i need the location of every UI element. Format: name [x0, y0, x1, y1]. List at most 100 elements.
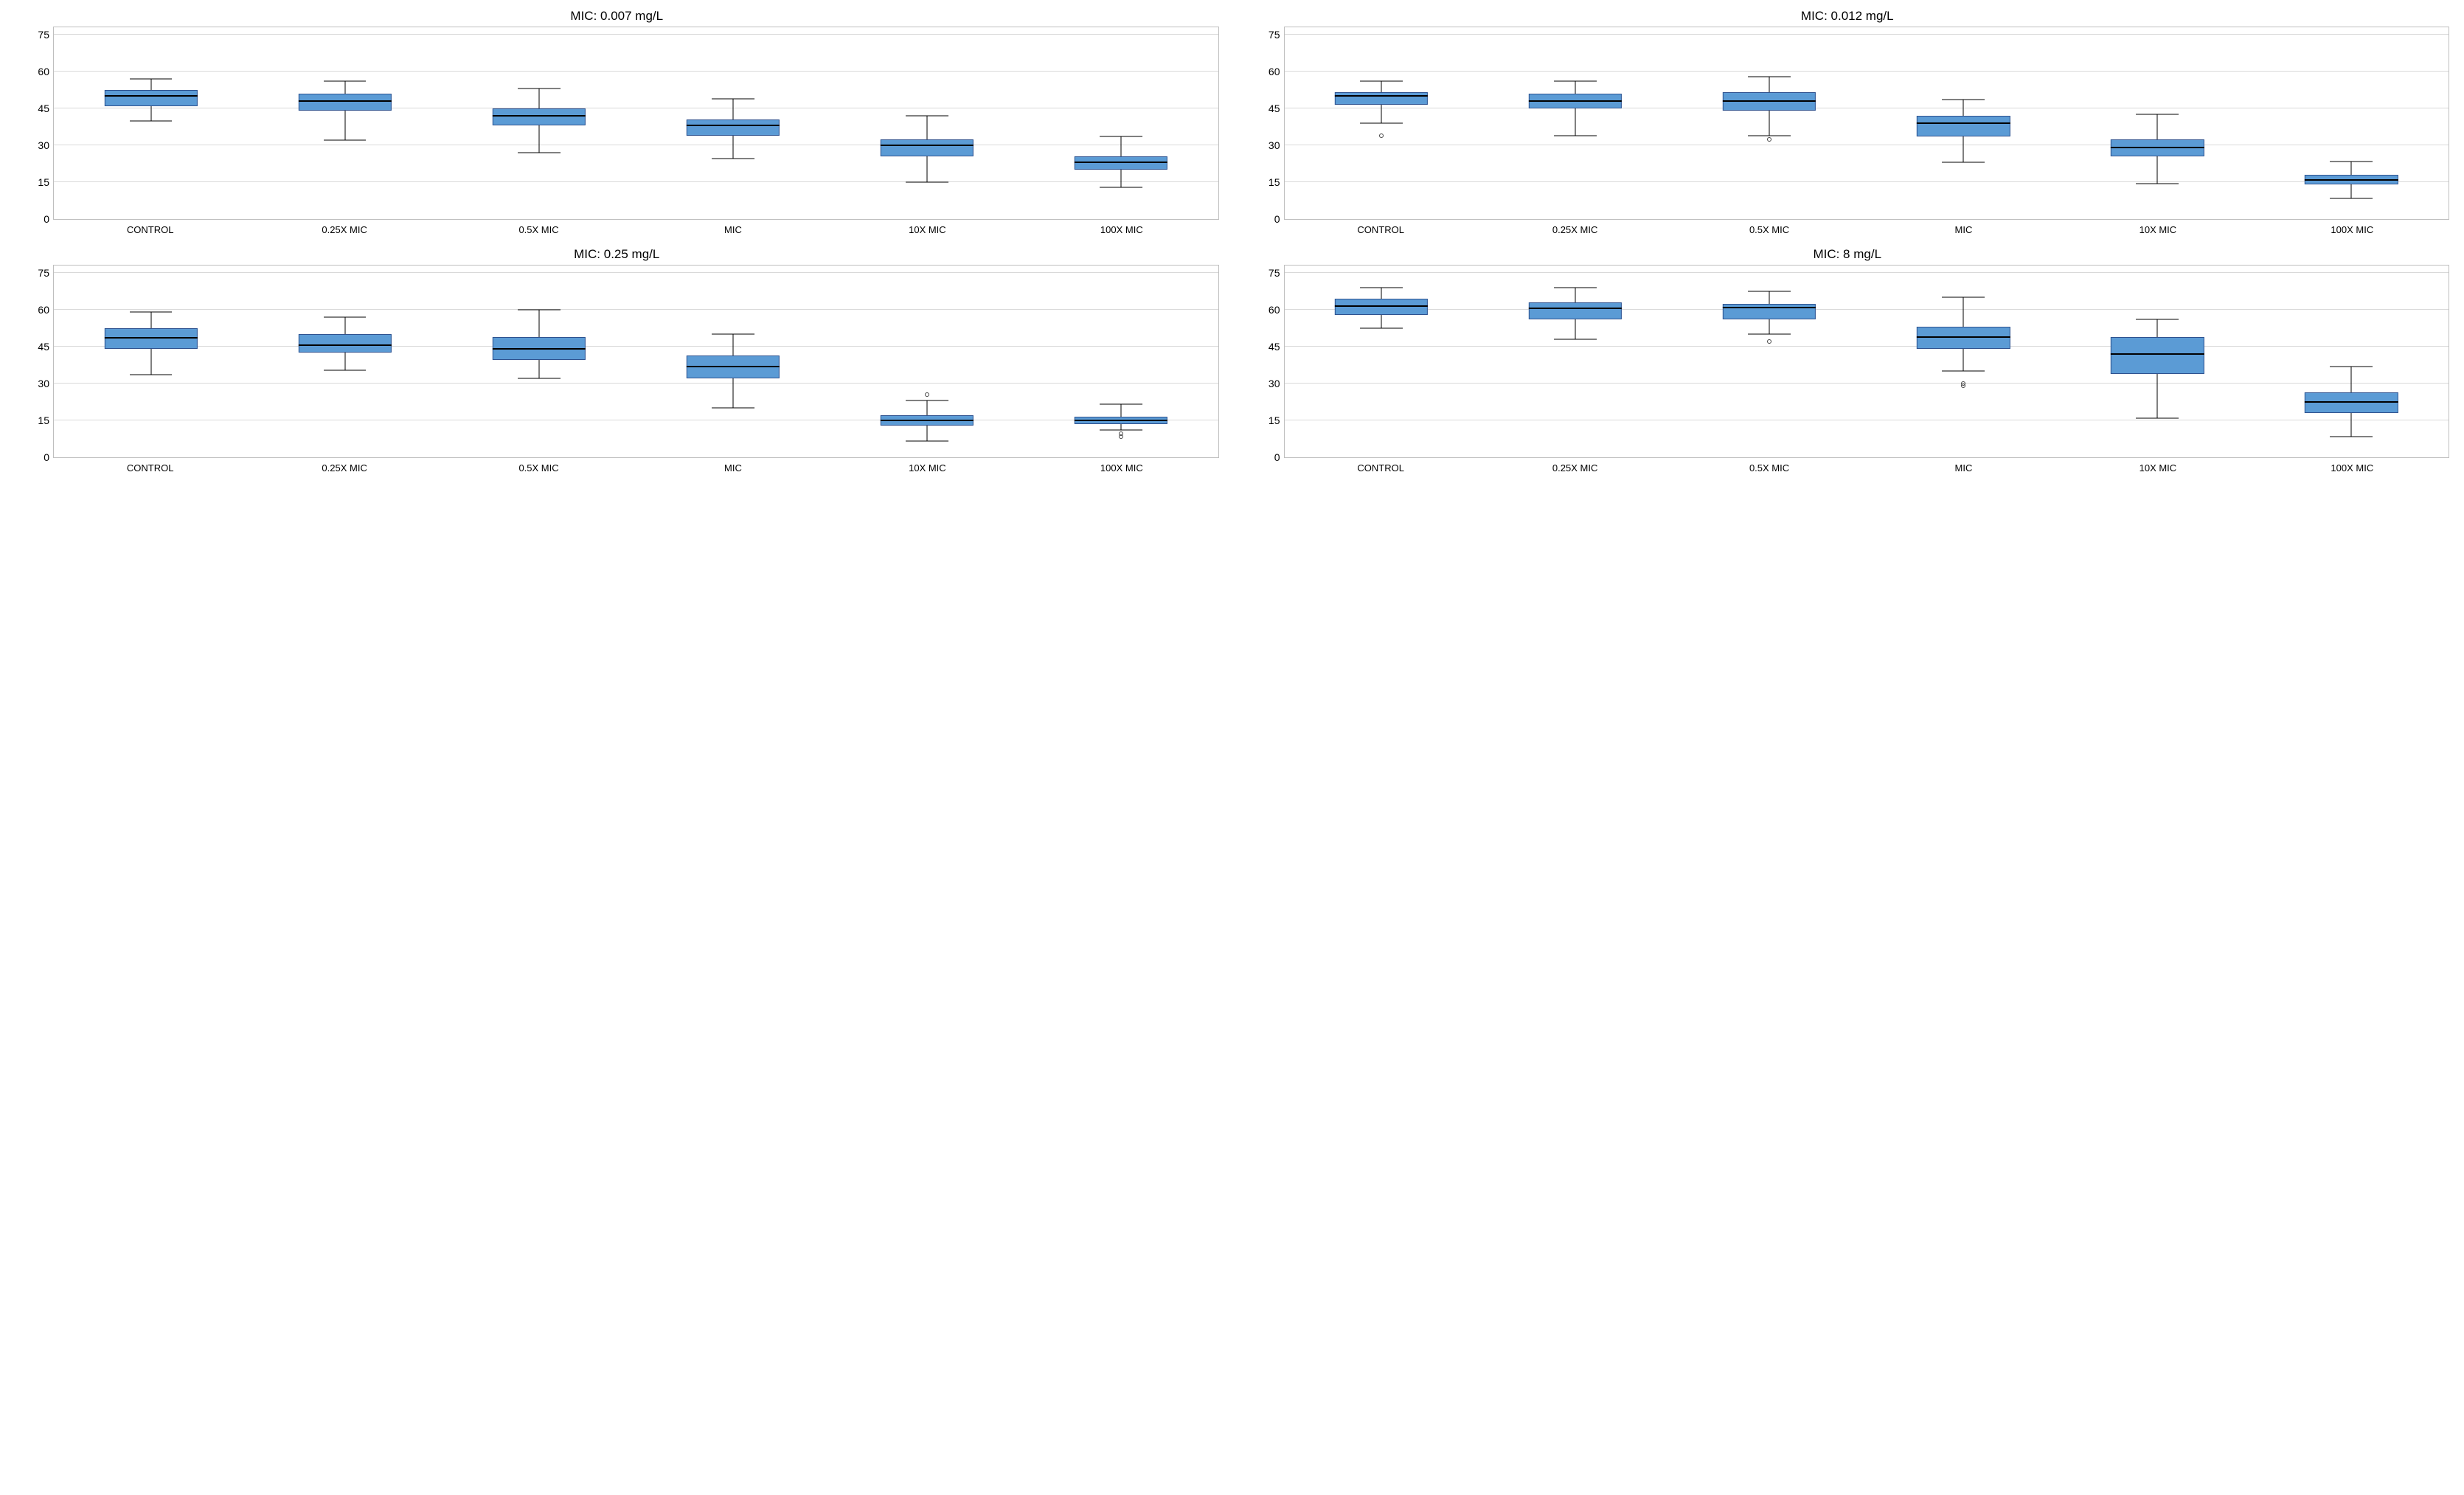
x-label: MIC — [1867, 462, 2061, 474]
whisker-cap-low — [2136, 417, 2179, 418]
x-label: 0.5X MIC — [442, 224, 636, 235]
boxes-layer — [1285, 266, 2449, 457]
whisker-cap-high — [1942, 297, 1985, 298]
median-line — [2305, 401, 2398, 403]
whisker-cap-high — [518, 310, 561, 311]
box-1 — [1479, 266, 1673, 457]
x-label: CONTROL — [53, 462, 247, 474]
ytick-label: 75 — [1269, 29, 1285, 41]
median-line — [1917, 336, 2010, 338]
ytick-label: 30 — [38, 378, 54, 389]
whisker-cap-high — [130, 79, 173, 80]
box-1 — [248, 27, 442, 219]
outlier — [1767, 339, 1771, 344]
ytick-label: 0 — [44, 213, 54, 225]
ytick-label: 60 — [1269, 66, 1285, 77]
whisker-cap-low — [1748, 334, 1791, 335]
box-2 — [1673, 266, 1867, 457]
whisker-cap-low — [2136, 183, 2179, 184]
ytick-label: 60 — [38, 304, 54, 316]
panel-title: MIC: 0.007 mg/L — [10, 9, 1224, 24]
median-line — [104, 337, 197, 339]
whisker-cap-high — [1100, 404, 1142, 405]
plot-area: 01530456075 — [1284, 27, 2450, 220]
ytick-label: 30 — [1269, 139, 1285, 151]
whisker-cap-low — [1748, 135, 1791, 136]
whisker-cap-low — [906, 441, 948, 442]
x-label: 0.25X MIC — [247, 462, 441, 474]
outlier — [925, 392, 929, 397]
whisker-cap-high — [1748, 291, 1791, 292]
whisker-cap-low — [130, 120, 173, 121]
ytick-label: 0 — [44, 451, 54, 463]
outlier — [1961, 381, 1965, 386]
whisker-cap-low — [1942, 162, 1985, 163]
x-label: CONTROL — [1284, 462, 1478, 474]
box-0 — [54, 27, 248, 219]
whisker-cap-high — [906, 116, 948, 117]
median-line — [104, 95, 197, 97]
ytick-label: 75 — [1269, 267, 1285, 279]
median-line — [687, 125, 780, 126]
ytick-label: 15 — [38, 414, 54, 426]
whisker-cap-low — [518, 378, 561, 379]
x-label: 0.5X MIC — [1672, 462, 1866, 474]
box-5 — [1024, 27, 1218, 219]
x-axis: CONTROL0.25X MIC0.5X MICMIC10X MIC100X M… — [53, 462, 1219, 474]
panel-2: MIC: 0.25 mg/LRelative Nucleid Surface (… — [10, 246, 1224, 474]
whisker-cap-low — [324, 140, 367, 141]
box-5 — [2255, 27, 2449, 219]
x-label: 10X MIC — [2061, 224, 2255, 235]
whisker-line — [1575, 81, 1576, 135]
box-rect — [1335, 92, 1428, 105]
boxes-layer — [54, 266, 1218, 457]
x-label: MIC — [636, 462, 830, 474]
ytick-label: 30 — [1269, 378, 1285, 389]
plot-area: 01530456075 — [53, 27, 1219, 220]
x-label: 0.5X MIC — [1672, 224, 1866, 235]
median-line — [881, 420, 974, 421]
median-line — [881, 145, 974, 146]
median-line — [1917, 122, 2010, 124]
x-axis: CONTROL0.25X MIC0.5X MICMIC10X MIC100X M… — [1284, 462, 2450, 474]
median-line — [1075, 420, 1167, 421]
x-label: CONTROL — [53, 224, 247, 235]
box-rect — [881, 139, 974, 156]
ytick-label: 45 — [38, 341, 54, 353]
box-rect — [104, 90, 197, 106]
plot-area: 01530456075 — [53, 265, 1219, 458]
plot-wrap: 01530456075CONTROL0.25X MIC0.5X MICMIC10… — [53, 27, 1219, 235]
median-line — [1723, 307, 1816, 308]
ytick-label: 0 — [1274, 213, 1285, 225]
boxes-layer — [54, 27, 1218, 219]
ytick-label: 45 — [1269, 341, 1285, 353]
ytick-label: 75 — [38, 29, 54, 41]
whisker-line — [344, 81, 345, 140]
x-label: 10X MIC — [830, 462, 1024, 474]
x-label: 10X MIC — [830, 224, 1024, 235]
outlier — [1767, 137, 1771, 142]
whisker-cap-low — [1100, 430, 1142, 431]
x-label: 100X MIC — [2255, 224, 2449, 235]
median-line — [298, 100, 391, 102]
box-3 — [636, 27, 830, 219]
box-2 — [442, 27, 636, 219]
whisker-cap-low — [2331, 436, 2373, 437]
box-0 — [1285, 27, 1479, 219]
whisker-cap-high — [2331, 366, 2373, 367]
box-1 — [1479, 27, 1673, 219]
x-label: 0.25X MIC — [247, 224, 441, 235]
box-2 — [442, 266, 636, 457]
box-0 — [1285, 266, 1479, 457]
median-line — [493, 348, 586, 350]
box-2 — [1673, 27, 1867, 219]
box-3 — [1867, 266, 2061, 457]
ytick-label: 75 — [38, 267, 54, 279]
box-rect — [687, 119, 780, 136]
x-label: 100X MIC — [1024, 224, 1218, 235]
whisker-cap-high — [1554, 81, 1597, 82]
whisker-cap-low — [1554, 135, 1597, 136]
plot-wrap: 01530456075CONTROL0.25X MIC0.5X MICMIC10… — [1284, 27, 2450, 235]
median-line — [2305, 179, 2398, 181]
panel-1: MIC: 0.012 mg/LRelative Nucleid Surface … — [1241, 7, 2454, 235]
